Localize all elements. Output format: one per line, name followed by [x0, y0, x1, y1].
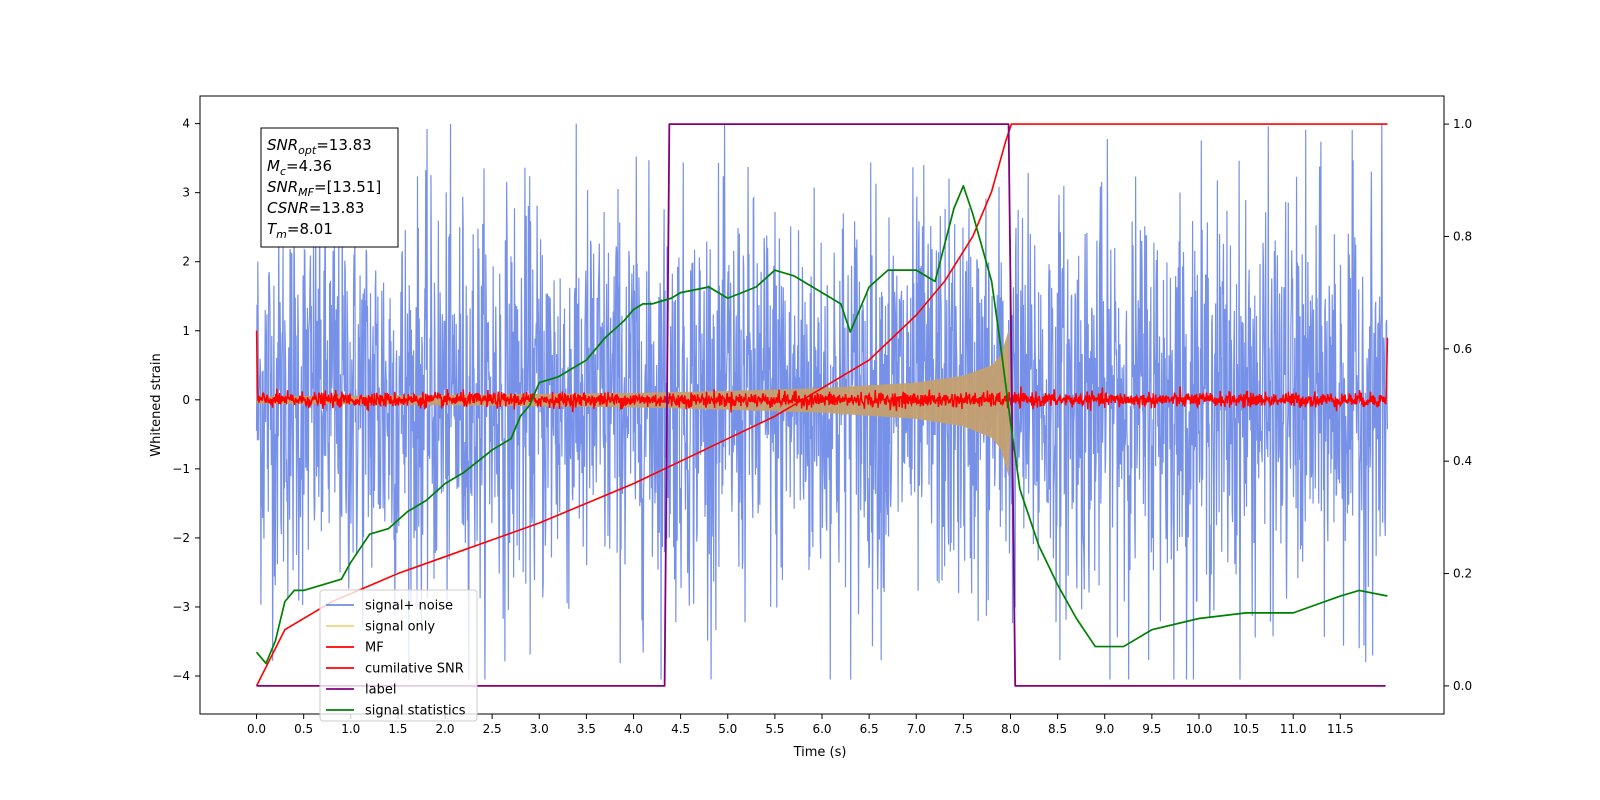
- y-left-tick-label: 4: [182, 117, 190, 131]
- x-tick-label: 10.5: [1233, 722, 1260, 736]
- x-tick-label: 7.0: [907, 722, 926, 736]
- x-tick-label: 11.5: [1327, 722, 1354, 736]
- stats-box-line: SNRMF=[13.51]: [267, 178, 381, 199]
- legend-label: signal only: [365, 620, 435, 635]
- y-right-tick-label: 1.0: [1453, 117, 1472, 131]
- y-right-tick-label: 0.4: [1453, 454, 1472, 468]
- y-right-tick-label: 0.2: [1453, 567, 1472, 581]
- series-mf: [255, 330, 1389, 413]
- series-label: [256, 123, 1386, 687]
- series-cumilative-snr: [255, 123, 1388, 687]
- stats-box-frame: [260, 127, 399, 248]
- y-left-tick-label: 0: [182, 393, 190, 407]
- x-tick-label: 7.5: [954, 722, 973, 736]
- legend-frame: [319, 589, 478, 722]
- x-tick-label: 6.0: [812, 722, 831, 736]
- y-right-tick-label: 0.8: [1453, 229, 1472, 243]
- legend: signal+ noise signal only MF cumilative SNR…: [319, 589, 478, 722]
- x-tick-label: 6.5: [860, 722, 879, 736]
- y-left-tick-label: 1: [182, 324, 190, 338]
- x-tick-label: 4.5: [671, 722, 690, 736]
- stats-box: SNRopt=13.83Mc=4.36SNRMF=[13.51]CSNR=13.…: [260, 127, 399, 248]
- x-tick-label: 9.0: [1095, 722, 1114, 736]
- x-tick-label: 3.5: [577, 722, 596, 736]
- y-right-tick-label: 0.6: [1453, 342, 1472, 356]
- legend-label: label: [365, 683, 396, 698]
- x-tick-label: 0.0: [247, 722, 266, 736]
- x-tick-label: 2.5: [483, 722, 502, 736]
- series-signal-plus-noise: [255, 123, 1389, 680]
- x-tick-label: 5.5: [765, 722, 784, 736]
- y-left-tick-label: 3: [182, 186, 190, 200]
- series-signal-statistics: [255, 185, 1388, 665]
- y-axis-label-left: Whitened strain: [149, 353, 164, 456]
- stats-box-line: Mc=4.36: [267, 157, 332, 178]
- stats-box-line: CSNR=13.83: [267, 199, 364, 217]
- x-tick-label: 3.0: [530, 722, 549, 736]
- x-tick-label: 8.5: [1048, 722, 1067, 736]
- legend-label: signal statistics: [365, 704, 466, 719]
- y-left-tick-label: −1: [172, 462, 190, 476]
- y-left-tick-label: −4: [172, 669, 190, 683]
- legend-label: cumilative SNR: [365, 662, 464, 677]
- x-tick-label: 9.5: [1142, 722, 1161, 736]
- x-axis: 0.0 0.5 1.0 1.5 2.0 2.5 3.0 3.5 4.0 4.5 5.0 5.5 6.0 6…: [247, 714, 1354, 736]
- y-right-tick-label: 0.0: [1453, 679, 1472, 693]
- y-axis-right: 0.0 0.2 0.4 0.6 0.8 1.0: [1444, 117, 1472, 693]
- stats-box-line: Tm=8.01: [267, 220, 333, 241]
- x-tick-label: 5.0: [718, 722, 737, 736]
- x-tick-label: 2.0: [435, 722, 454, 736]
- x-tick-label: 11.0: [1280, 722, 1307, 736]
- legend-label: signal+ noise: [365, 599, 453, 614]
- x-tick-label: 8.0: [1001, 722, 1020, 736]
- x-tick-label: 4.0: [624, 722, 643, 736]
- x-tick-label: 0.5: [294, 722, 313, 736]
- y-left-tick-label: −2: [172, 531, 190, 545]
- legend-label: MF: [365, 641, 384, 656]
- x-tick-label: 1.5: [388, 722, 407, 736]
- stats-box-line: SNRopt=13.83: [267, 136, 372, 157]
- x-tick-label: 10.0: [1186, 722, 1213, 736]
- y-left-tick-label: −3: [172, 600, 190, 614]
- series-layer: [255, 123, 1389, 687]
- x-tick-label: 1.0: [341, 722, 360, 736]
- y-left-tick-label: 2: [182, 255, 190, 269]
- y-axis-left: −4 −3 −2 −1 0 1 2 3 4: [172, 117, 200, 683]
- x-axis-label: Time (s): [793, 745, 847, 760]
